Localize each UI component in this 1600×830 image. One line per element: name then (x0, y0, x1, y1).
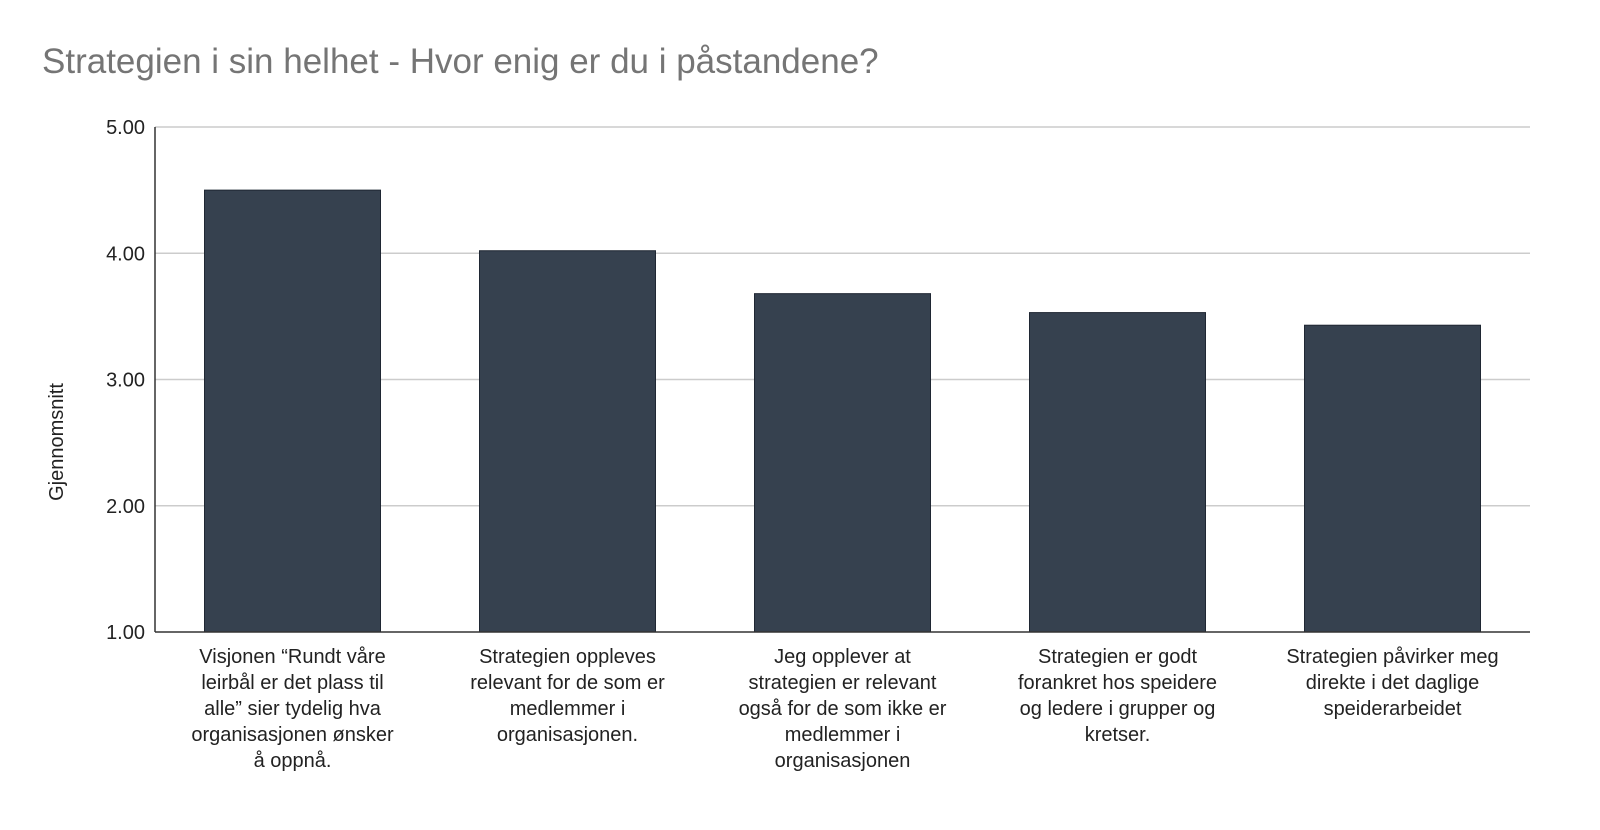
x-category-label: Jeg opplever at strategien er relevant ogs… (739, 646, 947, 772)
y-tick-labels: 1.00 2.00 3.00 4.00 5.00 (106, 117, 145, 644)
y-tick-label: 4.00 (106, 243, 145, 265)
y-tick-label: 1.00 (106, 622, 145, 644)
x-category-label: Strategien er godt forankret hos speidere… (1018, 646, 1217, 746)
bar (1304, 324, 1481, 633)
x-category-labels: Visjonen “Rundt våre leirbål er det plass… (191, 646, 1498, 772)
y-tick-label: 3.00 (106, 370, 145, 392)
x-category-label: Visjonen “Rundt våre leirbål er det plass… (191, 646, 394, 772)
x-category-label: Strategien oppleves relevant for de som e… (470, 646, 665, 746)
bar (204, 189, 381, 633)
bar (479, 250, 656, 633)
bar (1029, 312, 1206, 633)
chart-title: Strategien i sin helhet - Hvor enig er d… (42, 42, 879, 81)
axes (154, 127, 1530, 633)
y-tick-label: 5.00 (106, 117, 145, 139)
x-category-label: Strategien påvirker meg direkte i det dag… (1286, 646, 1498, 720)
bars (204, 189, 1481, 633)
bar (754, 293, 931, 633)
y-axis-title: Gjennomsnitt (46, 383, 68, 501)
y-tick-label: 2.00 (106, 496, 145, 518)
